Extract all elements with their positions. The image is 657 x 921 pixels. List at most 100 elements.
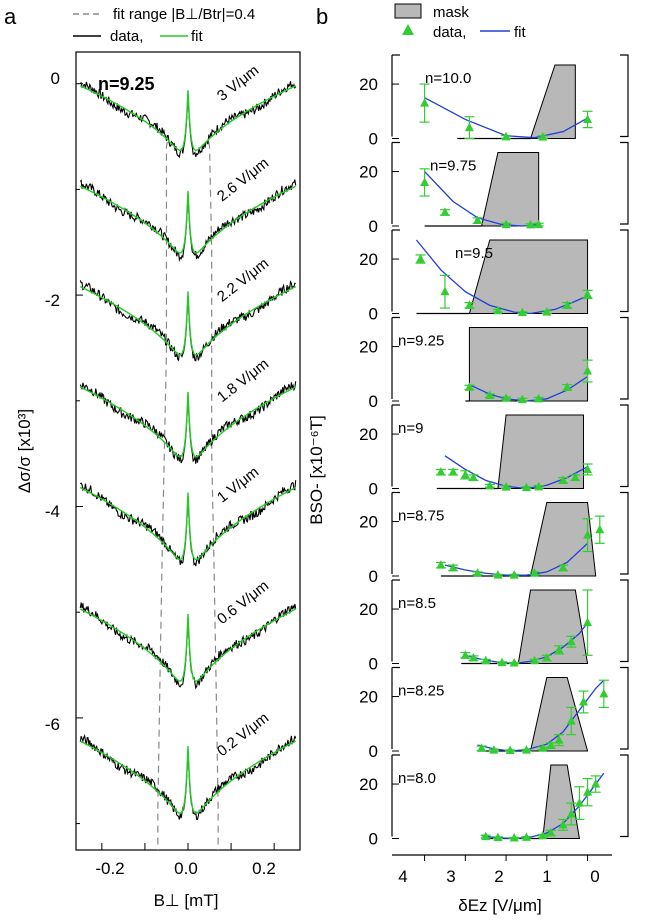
b-panel-label-7: n=8.25 xyxy=(398,683,444,700)
panel-b-plots: 0 20 n=10.0 0 20 n=9.75 0 20 n=9.5 0 20 n=9.25 0 20 n=… xyxy=(359,54,629,861)
b-ytick20-label-1: 20 xyxy=(359,163,378,182)
b-point-8-6 xyxy=(558,819,568,829)
legend-data-text: data, xyxy=(110,28,143,45)
b-right-bracket-7 xyxy=(620,666,629,750)
b-point-5-1 xyxy=(448,562,458,572)
b-xtick-4: 0 xyxy=(590,867,599,886)
b-point-7-9 xyxy=(599,688,609,698)
b-point-3-1 xyxy=(485,390,495,400)
panel-b-legend: mask data, fit xyxy=(394,3,527,41)
b-ylabel: BSO- [x10⁻⁶T] xyxy=(307,415,326,525)
b-point-1-0 xyxy=(420,177,430,186)
b-panel-label-1: n=9.75 xyxy=(430,158,476,175)
b-ytick0-label-3: 0 xyxy=(369,392,378,411)
b-point-4-4 xyxy=(485,480,495,490)
b-point-7-3 xyxy=(521,745,531,754)
b-point-1-1 xyxy=(440,207,450,216)
b-point-6-9 xyxy=(583,617,593,627)
b-point-6-4 xyxy=(509,657,519,667)
b-point-3-0 xyxy=(464,382,474,391)
b-point-8-3 xyxy=(521,832,531,841)
b-panel-label-8: n=8.0 xyxy=(398,770,436,787)
legend-b-fit-text: fit xyxy=(514,24,527,41)
b-point-0-2 xyxy=(501,131,511,141)
b-panel-label-6: n=8.5 xyxy=(398,595,436,612)
b-point-4-1 xyxy=(448,467,458,476)
b-point-7-6 xyxy=(554,735,564,744)
panel-b-letter: b xyxy=(316,4,328,29)
a-xtick-0: -0.2 xyxy=(95,859,124,878)
mask-1 xyxy=(481,152,540,227)
b-point-2-6 xyxy=(562,300,572,309)
legend-mask-text: mask xyxy=(433,4,469,21)
b-ytick0-label-8: 0 xyxy=(369,830,378,849)
b-panel-label-4: n=9 xyxy=(398,420,423,437)
b-right-bracket-3 xyxy=(620,316,629,400)
b-panel-label-5: n=8.75 xyxy=(398,508,444,525)
b-panel-label-2: n=9.5 xyxy=(455,245,493,262)
b-point-4-0 xyxy=(436,467,446,476)
b-ytick20-label-3: 20 xyxy=(359,338,378,357)
b-ytick20-label-4: 20 xyxy=(359,425,378,444)
b-point-6-1 xyxy=(468,653,478,662)
b-point-0-0 xyxy=(420,98,430,107)
b-point-0-3 xyxy=(538,132,548,141)
fit-range-left-line xyxy=(157,141,168,850)
b-point-0-1 xyxy=(464,122,474,132)
b-point-4-3 xyxy=(468,472,478,482)
b-point-8-10 xyxy=(591,779,601,788)
b-ytick20-label-6: 20 xyxy=(359,600,378,619)
b-ytick0-label-7: 0 xyxy=(369,742,378,761)
b-point-3-2 xyxy=(501,393,511,402)
b-point-8-4 xyxy=(538,830,548,840)
panel-a-legend: fit range |B⊥/Btr|=0.4 data, fit xyxy=(73,6,255,45)
b-point-3-6 xyxy=(583,366,593,375)
b-point-8-7 xyxy=(566,809,576,818)
b-point-1-2 xyxy=(473,215,483,225)
b-ytick0-label-1: 0 xyxy=(369,217,378,236)
a-ytick-3: -6 xyxy=(45,715,60,734)
a-xtick-1: 0.0 xyxy=(174,859,198,878)
b-point-4-7 xyxy=(534,481,544,491)
b-point-1-5 xyxy=(534,219,544,229)
b-point-4-5 xyxy=(501,482,511,491)
b-point-6-2 xyxy=(481,655,491,665)
b-fit-0 xyxy=(424,97,588,139)
b-right-bracket-0 xyxy=(620,54,629,138)
b-point-2-1 xyxy=(440,286,450,296)
legend-b-data-text: data, xyxy=(433,24,466,41)
b-right-bracket-8 xyxy=(620,754,629,838)
field-label-1: 2.6 V/μm xyxy=(214,155,272,206)
b-point-3-5 xyxy=(562,382,572,391)
fit-curve-0 xyxy=(80,85,296,151)
b-ytick0-label-6: 0 xyxy=(369,655,378,674)
field-label-4: 1 V/μm xyxy=(214,464,262,507)
a-ylabel: Δσ/σ [x10³] xyxy=(15,409,34,493)
b-point-5-7 xyxy=(583,530,593,539)
b-point-4-2 xyxy=(460,469,470,479)
field-label-6: 0.2 V/μm xyxy=(214,709,272,760)
mask-5 xyxy=(529,502,597,577)
b-point-5-4 xyxy=(509,570,519,579)
b-point-6-7 xyxy=(554,644,564,654)
fit-curve-2 xyxy=(80,286,296,356)
b-point-5-3 xyxy=(493,570,503,579)
b-point-2-4 xyxy=(517,307,527,317)
b-right-bracket-4 xyxy=(620,404,629,488)
b-point-7-1 xyxy=(489,745,499,754)
b-panel-label-0: n=10.0 xyxy=(425,70,471,87)
field-label-2: 2.2 V/μm xyxy=(214,255,272,306)
mask-0 xyxy=(529,64,576,139)
b-point-4-10 xyxy=(583,464,593,473)
fit-curve-1 xyxy=(80,185,296,254)
mask-3 xyxy=(468,327,589,402)
b-point-8-9 xyxy=(583,787,593,796)
legend-data-marker xyxy=(402,24,414,35)
b-point-6-5 xyxy=(530,655,540,665)
field-label-5: 0.6 V/μm xyxy=(214,577,272,628)
b-point-4-8 xyxy=(558,475,568,484)
b-point-4-9 xyxy=(570,472,580,482)
b-point-7-8 xyxy=(578,697,588,706)
b-point-6-8 xyxy=(566,636,576,646)
b-xlabel: δEz [V/μm] xyxy=(458,896,542,915)
